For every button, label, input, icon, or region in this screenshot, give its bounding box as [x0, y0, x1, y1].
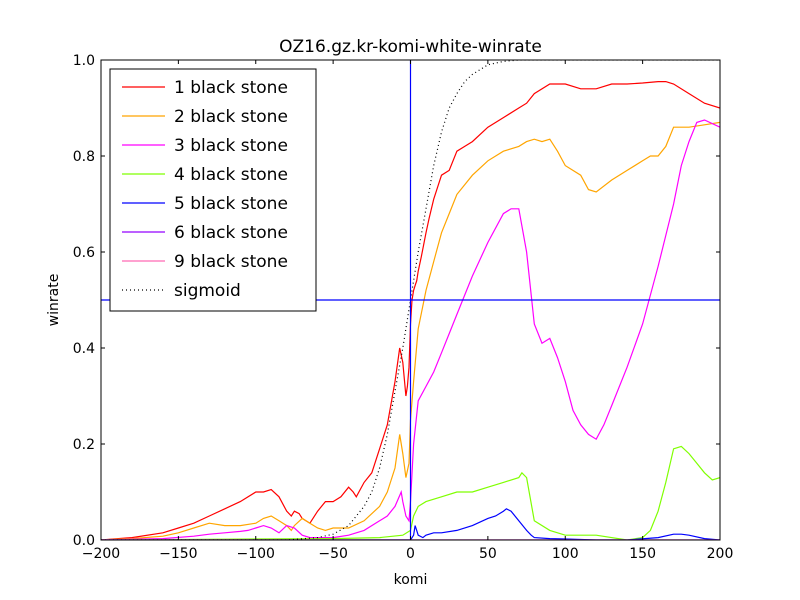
x-tick-label: 0 — [406, 546, 415, 562]
x-tick-label: 100 — [552, 546, 579, 562]
series-line-4-black-stone — [101, 445, 720, 540]
x-tick-label: 200 — [707, 546, 734, 562]
legend-box — [109, 68, 317, 312]
x-tick-label: −150 — [159, 546, 197, 562]
x-tick-label: −200 — [82, 546, 120, 562]
x-tick-label: 150 — [629, 546, 656, 562]
legend-label: 3 black stone — [174, 136, 288, 156]
chart-title: OZ16.gz.kr-komi-white-winrate — [279, 37, 542, 57]
series-line-5-black-stone — [101, 508, 720, 540]
x-tick-label: 50 — [479, 546, 497, 562]
series-layer — [101, 60, 720, 540]
series-line-sigmoid — [101, 60, 720, 540]
legend-label: 1 black stone — [174, 78, 288, 98]
series-line-2-black-stone — [101, 121, 720, 540]
y-tick-label: 0.6 — [73, 245, 95, 261]
x-tick-label: −50 — [318, 546, 348, 562]
legend-label: 2 black stone — [174, 107, 288, 127]
y-axis-label: winrate — [46, 274, 62, 327]
y-tick-label: 0.8 — [73, 149, 95, 165]
tick-layer: −200 −150 −100 −50 0 50 100 150 200 0.0 0.2 0.4 0.6 0… — [73, 53, 734, 562]
x-axis-label: komi — [394, 572, 428, 588]
legend-label: sigmoid — [174, 281, 241, 301]
legend: 1 black stone 2 black stone 3 black stone 4… — [109, 68, 317, 312]
x-tick-label: −100 — [237, 546, 275, 562]
y-tick-label: 1.0 — [73, 53, 95, 69]
y-tick-label: 0.4 — [73, 341, 95, 357]
y-tick-label: 0.2 — [73, 437, 95, 453]
legend-label: 5 black stone — [174, 194, 288, 214]
series-line-3-black-stone — [101, 119, 720, 540]
legend-label: 4 black stone — [174, 165, 288, 185]
series-line-1-black-stone — [101, 80, 720, 540]
legend-label: 6 black stone — [174, 223, 288, 243]
y-tick-label: 0.0 — [73, 533, 95, 549]
legend-label: 9 black stone — [174, 252, 288, 272]
